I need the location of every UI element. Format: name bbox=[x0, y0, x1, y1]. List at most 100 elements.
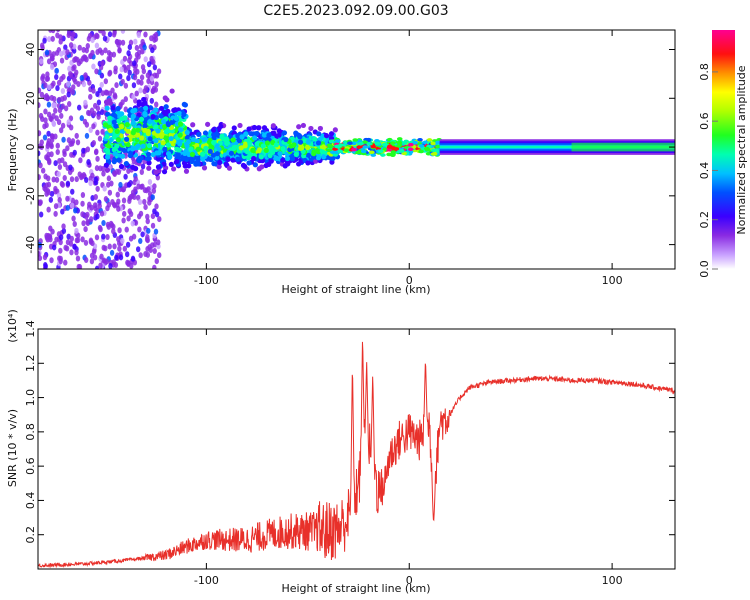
heatmap-cell bbox=[360, 149, 367, 154]
heatmap-cell bbox=[58, 239, 63, 246]
heatmap-cell bbox=[328, 131, 335, 137]
heatmap-cell bbox=[99, 81, 104, 88]
heatmap-cell bbox=[165, 142, 171, 148]
heatmap-cell bbox=[190, 136, 196, 143]
heatmap-cell bbox=[69, 249, 74, 256]
heatmap-cell bbox=[158, 105, 165, 112]
heatmap-cell bbox=[138, 252, 143, 259]
heatmap-cell bbox=[133, 38, 138, 45]
heatmap-cell bbox=[92, 254, 98, 261]
heatmap-cell bbox=[128, 235, 134, 242]
heatmap-cell bbox=[106, 144, 112, 150]
heatmap-cell bbox=[308, 125, 314, 132]
heatmap-cell bbox=[154, 150, 160, 156]
heatmap-cell bbox=[362, 145, 369, 149]
heatmap-cell bbox=[90, 172, 95, 179]
heatmap-cell bbox=[366, 142, 373, 146]
heatmap-cell bbox=[136, 31, 142, 38]
heatmap-cell bbox=[143, 204, 148, 211]
heatmap-cell bbox=[113, 68, 118, 75]
heatmap-cell bbox=[98, 165, 103, 172]
heatmap-cell bbox=[305, 139, 311, 145]
heatmap-cell bbox=[71, 31, 76, 38]
heatmap-cell bbox=[74, 249, 79, 256]
heatmap-cell bbox=[129, 24, 133, 30]
heatmap-cell bbox=[214, 151, 221, 157]
heatmap-cell bbox=[90, 240, 95, 247]
heatmap-cell bbox=[243, 131, 249, 137]
heatmap-cell bbox=[111, 119, 117, 125]
heatmap-cell bbox=[430, 141, 436, 146]
heatmap-cell bbox=[155, 164, 162, 170]
heatmap-cell bbox=[311, 149, 317, 155]
heatmap-cell bbox=[152, 264, 157, 269]
heatmap-cell bbox=[112, 170, 118, 177]
heatmap-cell bbox=[152, 183, 157, 190]
heatmap-cell bbox=[114, 82, 119, 89]
heatmap-cell bbox=[137, 198, 143, 205]
heatmap-cell bbox=[91, 63, 96, 70]
heatmap-cell bbox=[396, 143, 403, 148]
heatmap-cell bbox=[137, 213, 142, 220]
heatmap-cell bbox=[151, 187, 157, 194]
heatmap-cell bbox=[138, 155, 144, 161]
heatmap-cell bbox=[62, 148, 67, 155]
heatmap-cell bbox=[55, 148, 60, 155]
heatmap-cell bbox=[72, 76, 77, 83]
heatmap-cell bbox=[225, 156, 231, 162]
snr-series-line bbox=[38, 341, 675, 569]
heatmap-cell bbox=[115, 137, 121, 143]
heatmap-cell bbox=[235, 133, 241, 139]
heatmap-cell bbox=[69, 176, 75, 183]
heatmap-cell bbox=[105, 233, 110, 240]
heatmap-cell bbox=[38, 130, 42, 137]
heatmap-cell bbox=[63, 259, 68, 266]
heatmap-cell bbox=[116, 169, 122, 176]
heatmap-cell bbox=[158, 113, 164, 119]
heatmap-cell bbox=[284, 155, 291, 162]
heatmap-cell bbox=[119, 66, 124, 73]
heatmap-cell bbox=[259, 164, 265, 170]
heatmap-cell bbox=[118, 181, 123, 188]
colorbar-tick-label: 0.4 bbox=[698, 162, 711, 180]
heatmap-cell bbox=[130, 108, 136, 114]
heatmap-cell bbox=[218, 123, 224, 129]
heatmap-cell bbox=[85, 146, 91, 153]
heatmap-cell bbox=[122, 210, 127, 217]
heatmap-cell bbox=[219, 133, 225, 139]
heatmap-cell bbox=[121, 147, 127, 154]
heatmap-cell bbox=[194, 138, 200, 144]
heatmap-cell bbox=[329, 150, 336, 155]
heatmap-cell bbox=[153, 138, 159, 144]
heatmap-cell bbox=[184, 156, 190, 162]
heatmap-cell bbox=[240, 162, 247, 168]
heatmap-cell bbox=[115, 38, 120, 45]
heatmap-cell bbox=[128, 150, 134, 156]
heatmap-cell bbox=[51, 244, 57, 251]
heatmap-cell bbox=[47, 233, 53, 240]
heatmap-cell bbox=[146, 78, 151, 85]
heatmap-cell bbox=[42, 94, 48, 101]
heatmap-cell bbox=[161, 109, 167, 116]
heatmap-cell bbox=[55, 142, 60, 149]
heatmap-cell bbox=[67, 65, 72, 72]
heatmap-cell bbox=[153, 107, 159, 113]
heatmap-cell bbox=[115, 191, 120, 198]
heatmap-cell bbox=[94, 68, 99, 75]
heatmap-cell bbox=[273, 142, 279, 148]
heatmap-cell bbox=[78, 58, 83, 65]
heatmap-cell bbox=[94, 165, 100, 172]
heatmap-cell bbox=[141, 68, 147, 75]
heatmap-cell bbox=[251, 124, 258, 131]
snr-ylabel: SNR (10 * v/v) bbox=[6, 409, 19, 487]
heatmap-cell bbox=[147, 119, 153, 125]
heatmap-cell bbox=[70, 188, 75, 195]
heatmap-cell bbox=[328, 139, 335, 144]
heatmap-cell bbox=[38, 250, 41, 257]
heatmap-cell bbox=[103, 47, 108, 54]
heatmap-cell bbox=[60, 88, 66, 95]
heatmap-cell bbox=[71, 84, 76, 91]
heatmap-cell bbox=[58, 127, 64, 134]
heatmap-cell bbox=[94, 265, 100, 269]
heatmap-cell bbox=[161, 118, 167, 125]
